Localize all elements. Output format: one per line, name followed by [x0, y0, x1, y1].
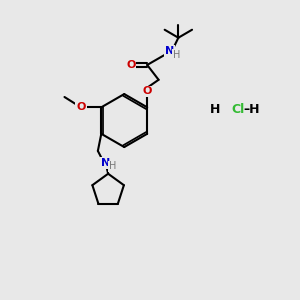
- Text: O: O: [142, 86, 152, 96]
- Text: N: N: [101, 158, 110, 168]
- Text: Cl: Cl: [231, 103, 244, 116]
- Text: H: H: [210, 103, 221, 116]
- Text: N: N: [164, 46, 174, 56]
- Text: O: O: [76, 102, 86, 112]
- Text: O: O: [126, 60, 136, 70]
- Text: H: H: [173, 50, 180, 60]
- Text: H: H: [109, 161, 116, 171]
- Text: –H: –H: [244, 103, 260, 116]
